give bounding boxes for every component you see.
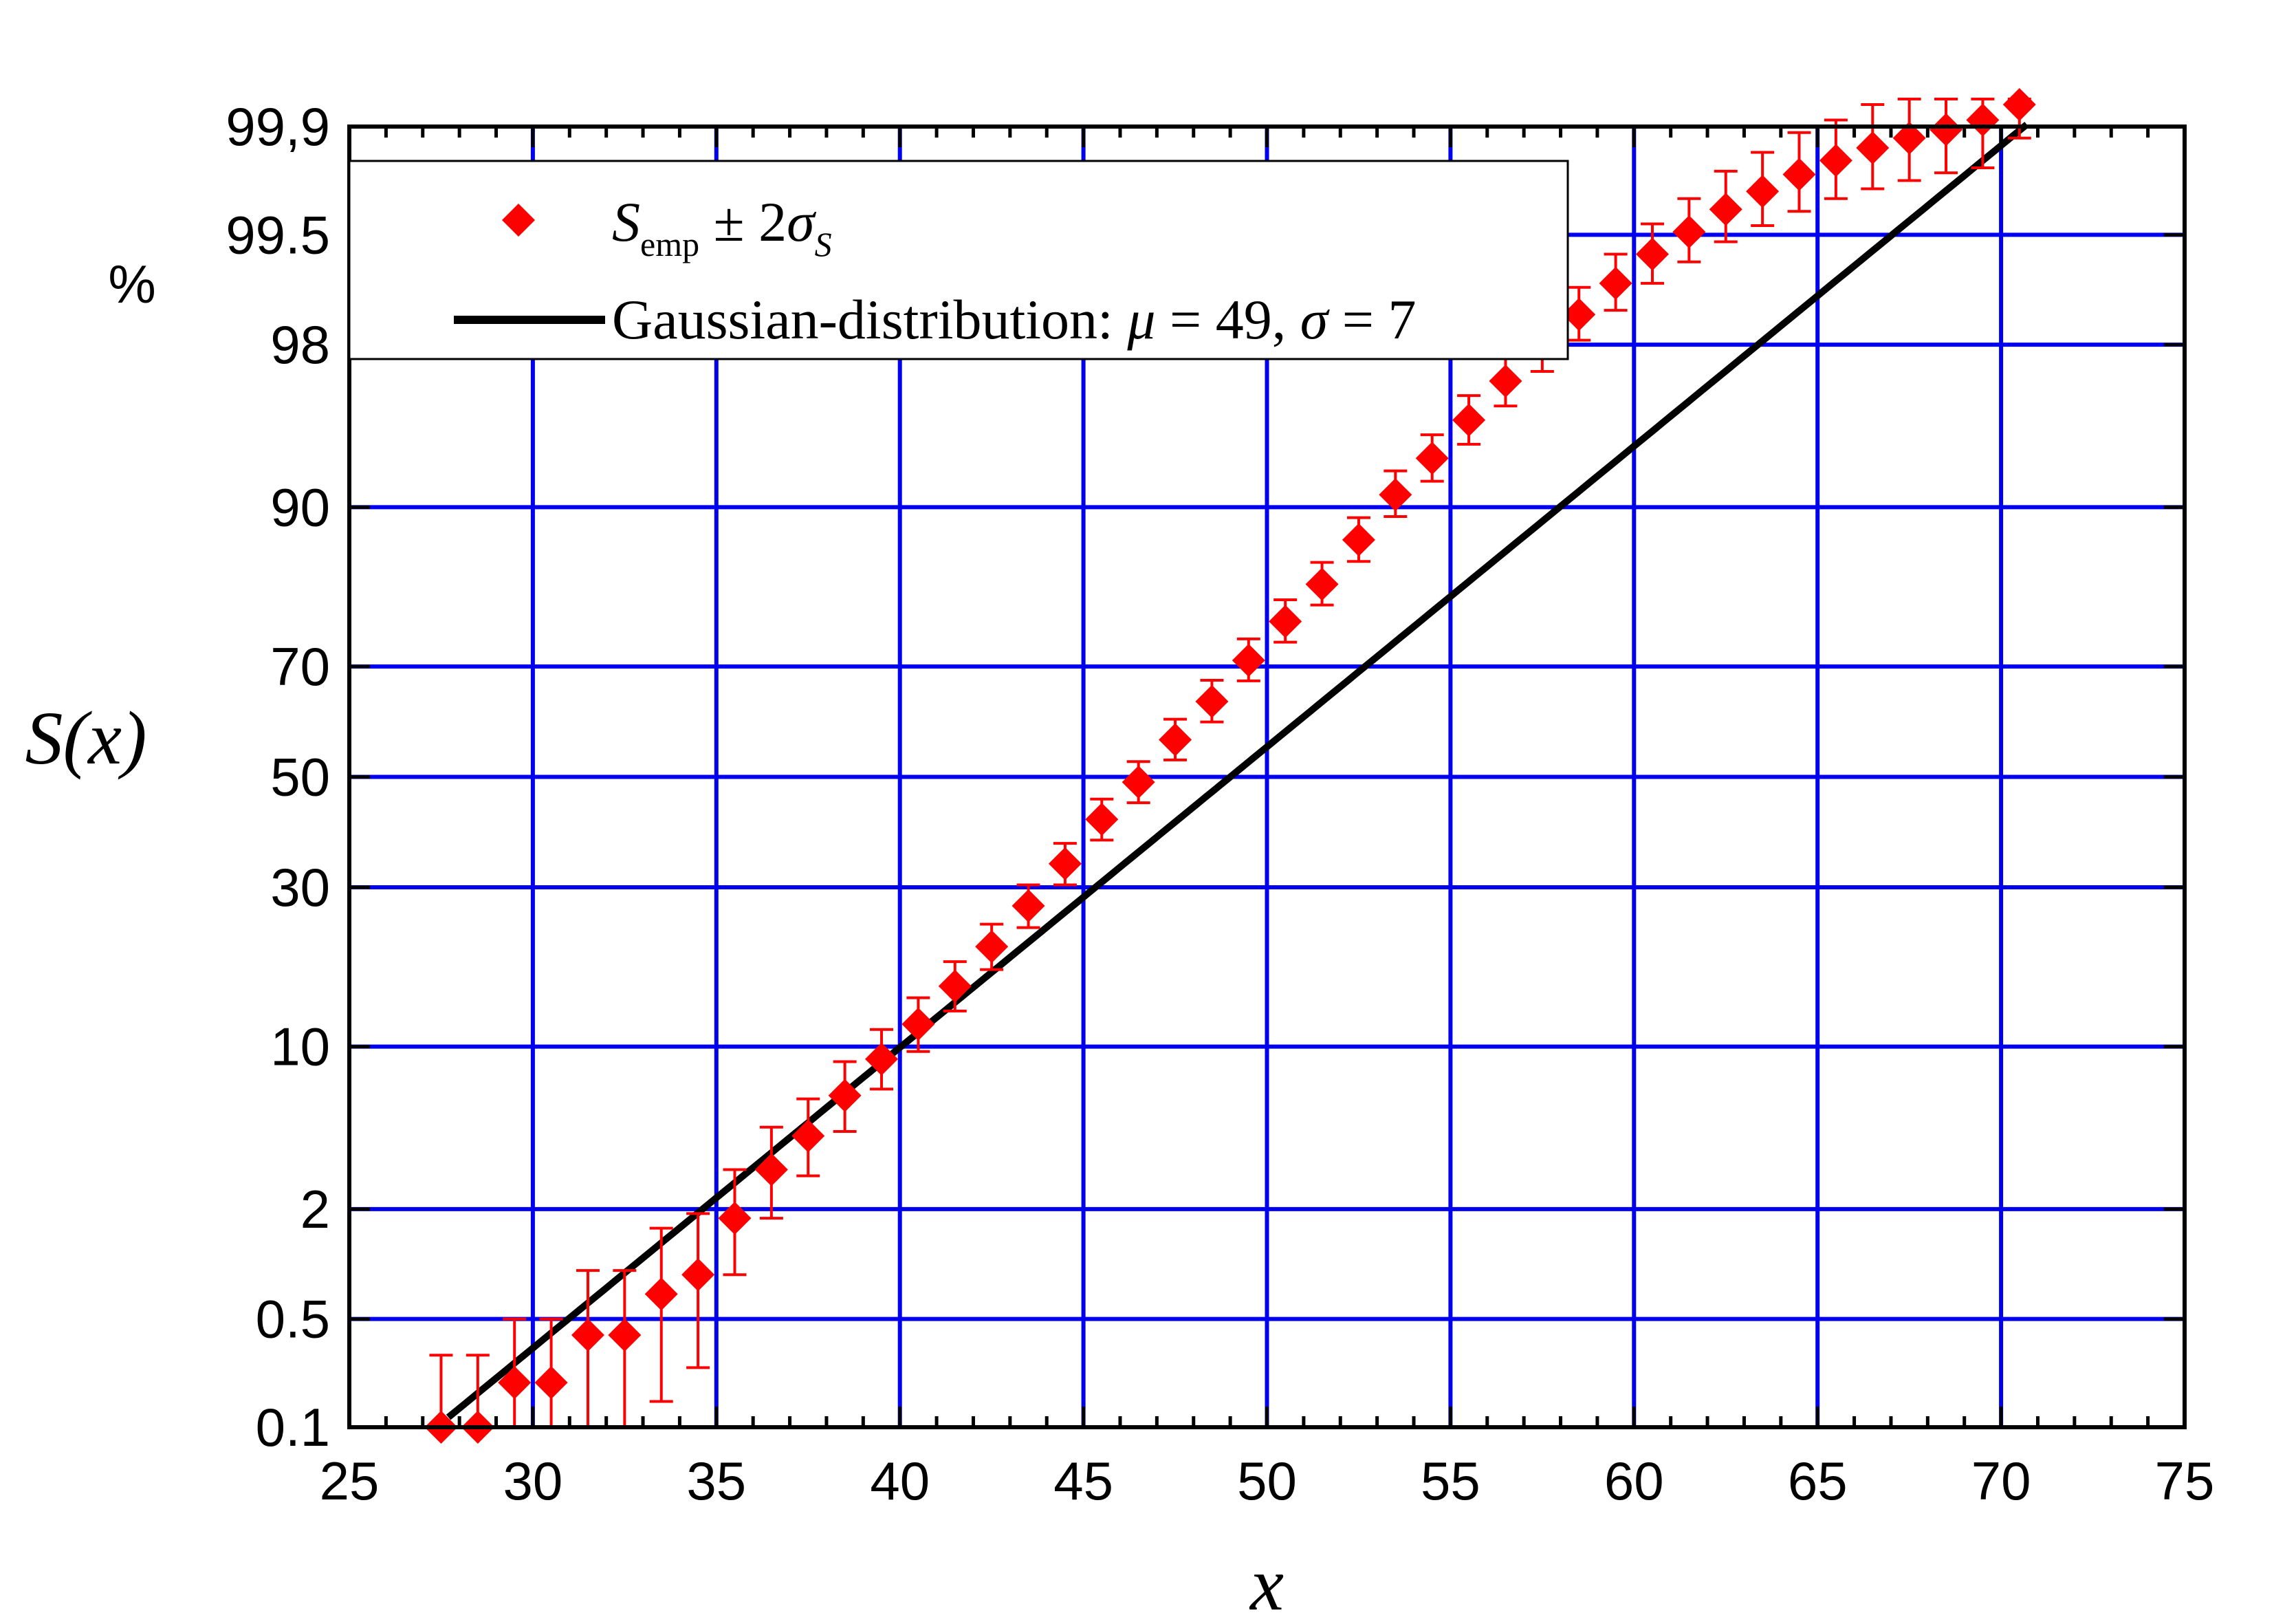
legend-label-gaussian: Gaussian-distribution: μ = 49, σ = 7 xyxy=(612,288,1416,351)
data-point xyxy=(1746,175,1780,208)
data-point xyxy=(1195,684,1229,718)
y-axis-title: S(x) xyxy=(25,696,146,780)
data-point xyxy=(644,1277,678,1311)
data-point xyxy=(1085,803,1119,836)
y-tick-label: 98 xyxy=(270,314,330,375)
y-tick-label: 30 xyxy=(270,857,330,918)
x-tick-labels: 25 30 35 40 45 50 55 60 65 70 75 xyxy=(320,1451,2215,1511)
y-tick-label: 99.5 xyxy=(226,204,330,265)
x-tick-label: 70 xyxy=(1971,1451,2031,1511)
x-tick-label: 60 xyxy=(1604,1451,1664,1511)
data-point xyxy=(1269,605,1302,638)
gaussian-fit-layer xyxy=(446,122,2029,1420)
data-points-layer xyxy=(424,88,2036,1444)
x-tick-label: 35 xyxy=(686,1451,746,1511)
x-axis-title: x xyxy=(1249,1542,1284,1615)
data-point xyxy=(1159,723,1192,757)
data-point xyxy=(1929,113,1963,147)
data-point xyxy=(1452,403,1486,437)
data-point xyxy=(1856,131,1890,165)
data-point xyxy=(975,930,1009,964)
data-point xyxy=(681,1258,715,1292)
data-point xyxy=(938,969,972,1003)
data-point xyxy=(828,1079,862,1112)
data-point xyxy=(2002,88,2036,122)
data-point xyxy=(754,1153,788,1186)
data-point xyxy=(1782,158,1816,191)
data-point xyxy=(1562,298,1596,332)
x-tick-label: 30 xyxy=(503,1451,563,1511)
x-tick-label: 50 xyxy=(1237,1451,1297,1511)
x-tick-label: 40 xyxy=(870,1451,930,1511)
x-tick-label: 65 xyxy=(1788,1451,1848,1511)
x-tick-label: 75 xyxy=(2155,1451,2215,1511)
data-point xyxy=(1379,478,1412,512)
data-point xyxy=(571,1318,604,1352)
data-point xyxy=(1635,237,1669,271)
data-point xyxy=(718,1202,752,1235)
plot-frame-layer xyxy=(347,124,2187,1429)
y-tick-label: 50 xyxy=(270,747,330,808)
y-tick-label: 2 xyxy=(300,1179,330,1239)
data-point xyxy=(1232,644,1265,678)
data-point xyxy=(1489,365,1522,398)
data-point xyxy=(608,1318,642,1352)
data-point xyxy=(1048,847,1082,880)
data-point xyxy=(1342,523,1375,556)
data-point xyxy=(791,1119,825,1153)
y-tick-labels: 0.1 0.5 2 10 30 50 70 90 98 99.5 99,9 xyxy=(226,96,330,1457)
y-axis-unit: % xyxy=(108,254,155,314)
data-point xyxy=(1672,215,1706,249)
data-point xyxy=(1122,766,1155,799)
y-tick-label: 99,9 xyxy=(226,96,330,157)
x-tick-label: 25 xyxy=(320,1451,380,1511)
data-point xyxy=(865,1042,899,1076)
y-tick-label: 70 xyxy=(270,636,330,697)
data-point xyxy=(901,1008,935,1041)
data-point xyxy=(1012,889,1045,922)
y-tick-label: 10 xyxy=(270,1017,330,1077)
x-tick-label: 55 xyxy=(1421,1451,1480,1511)
data-point xyxy=(1305,567,1339,601)
data-point xyxy=(1709,193,1742,226)
data-point xyxy=(1599,266,1632,300)
data-point xyxy=(1819,144,1852,177)
y-tick-label: 0.1 xyxy=(256,1397,330,1457)
data-point xyxy=(1415,442,1449,475)
legend: Semp ± 2σS Gaussian-distribution: μ = 49… xyxy=(348,160,1569,360)
x-tick-label: 45 xyxy=(1053,1451,1113,1511)
legend-box xyxy=(348,160,1569,360)
y-tick-label: 90 xyxy=(270,477,330,537)
data-point xyxy=(1966,103,2000,137)
y-tick-label: 0.5 xyxy=(256,1289,330,1350)
data-point xyxy=(498,1366,532,1400)
legend-diamond-marker xyxy=(502,204,535,237)
data-point xyxy=(534,1366,568,1400)
gaussian-fit-line xyxy=(446,122,2029,1420)
data-point xyxy=(1892,121,1926,155)
legend-label-empirical: Semp ± 2σS xyxy=(612,191,832,263)
